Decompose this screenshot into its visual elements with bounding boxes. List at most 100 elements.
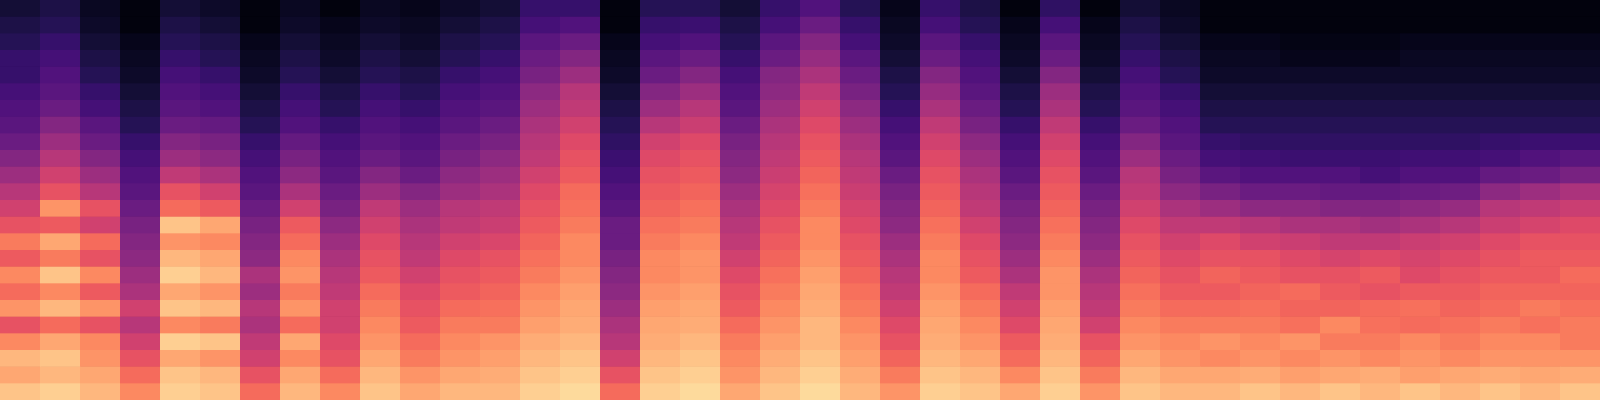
cell [200,266,241,283]
cell [360,116,401,133]
cell [680,0,721,17]
cell [160,149,201,166]
cell [240,66,281,83]
cell [120,299,161,316]
cell [960,299,1001,316]
cell [1000,183,1041,200]
cell [560,283,601,300]
cell [1200,383,1241,400]
cell [520,349,561,366]
cell [880,383,921,400]
cell [200,116,241,133]
cell [1160,233,1201,250]
cell [720,249,761,266]
cell [1520,249,1561,266]
cell [1360,49,1401,66]
cell [1000,99,1041,116]
cell [1440,316,1481,333]
cell [40,249,81,266]
cell [1560,149,1600,166]
cell [400,16,441,33]
cell [240,183,281,200]
cell [280,216,321,233]
cell [560,66,601,83]
cell [720,133,761,150]
cell [680,283,721,300]
cell [1280,16,1321,33]
cell [400,166,441,183]
cell [1440,66,1481,83]
cell [160,233,201,250]
cell [840,283,881,300]
cell [840,199,881,216]
cell [120,99,161,116]
cell [840,16,881,33]
cell [1080,116,1121,133]
cell [680,99,721,116]
cell [1000,199,1041,216]
cell [600,166,641,183]
cell [960,83,1001,100]
cell [1240,166,1281,183]
cell [120,199,161,216]
cell [1520,49,1561,66]
cell [560,116,601,133]
cell [1400,266,1441,283]
cell [720,16,761,33]
cell [560,33,601,50]
cell [1480,199,1521,216]
cell [80,66,121,83]
cell [760,233,801,250]
cell [1280,33,1321,50]
cell [880,99,921,116]
cell [840,299,881,316]
cell [160,16,201,33]
cell [640,266,681,283]
cell [480,49,521,66]
cell [800,283,841,300]
cell [120,116,161,133]
cell [40,199,81,216]
cell [800,266,841,283]
cell [320,266,361,283]
cell [240,166,281,183]
cell [400,0,441,17]
cell [1480,283,1521,300]
cell [360,333,401,350]
cell [1440,249,1481,266]
cell [720,149,761,166]
cell [560,383,601,400]
cell [1320,133,1361,150]
cell [800,366,841,383]
cell [160,49,201,66]
cell [1160,16,1201,33]
cell [1360,216,1401,233]
cell [640,116,681,133]
cell [1040,366,1081,383]
cell [880,83,921,100]
cell [1200,316,1241,333]
cell [880,33,921,50]
cell [1040,49,1081,66]
cell [120,183,161,200]
cell [680,166,721,183]
cell [720,166,761,183]
cell [200,149,241,166]
cell [560,366,601,383]
cell [280,383,321,400]
cell [320,216,361,233]
cell [1360,316,1401,333]
cell [40,66,81,83]
cell [240,83,281,100]
cell [960,316,1001,333]
cell [1520,283,1561,300]
cell [1400,183,1441,200]
cell [1360,183,1401,200]
cell [520,266,561,283]
cell [680,233,721,250]
cell [360,49,401,66]
cell [800,383,841,400]
cell [1200,216,1241,233]
cell [560,333,601,350]
cell [1400,283,1441,300]
